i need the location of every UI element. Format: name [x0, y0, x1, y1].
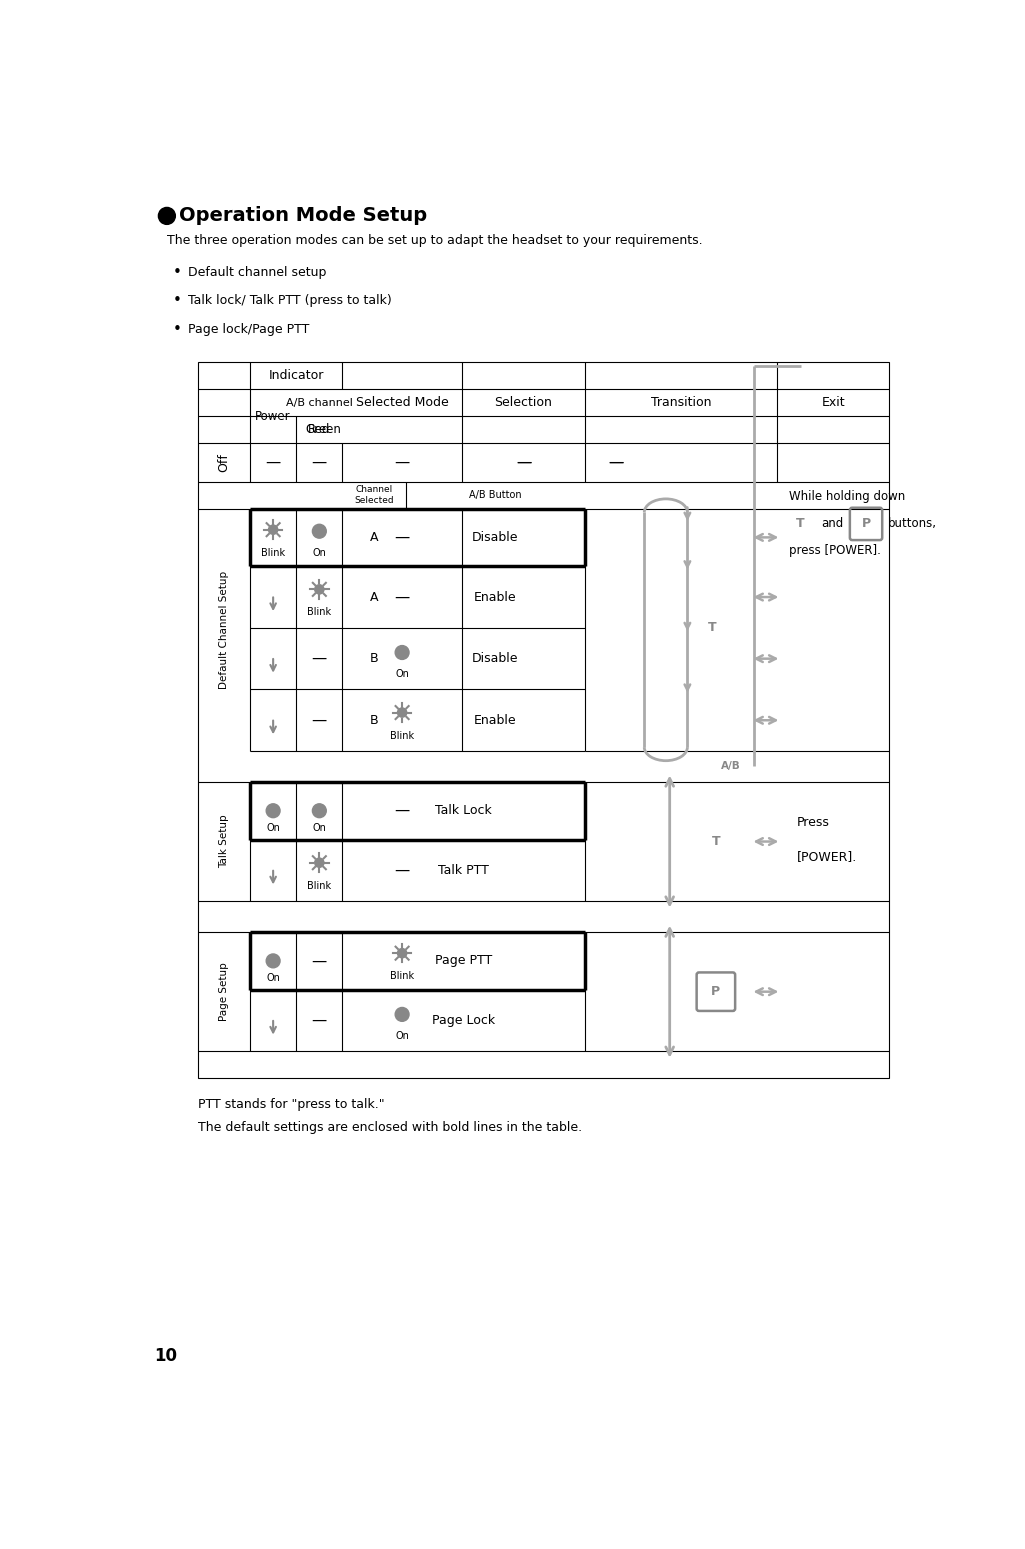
- Text: —: —: [516, 455, 531, 469]
- Text: Power: Power: [255, 409, 291, 423]
- Text: buttons,: buttons,: [888, 517, 937, 530]
- Text: —: —: [395, 804, 410, 818]
- Text: T: T: [707, 621, 716, 635]
- Text: A/B: A/B: [722, 762, 741, 771]
- Text: —: —: [265, 455, 281, 469]
- Text: Blink: Blink: [261, 548, 285, 558]
- Text: A/B Button: A/B Button: [469, 489, 522, 500]
- Text: •: •: [172, 322, 181, 336]
- Text: On: On: [396, 1032, 409, 1041]
- Text: On: On: [266, 973, 280, 982]
- Text: •: •: [172, 265, 181, 280]
- Text: Off: Off: [217, 452, 231, 472]
- Text: B: B: [370, 714, 378, 726]
- Text: Page Setup: Page Setup: [219, 962, 230, 1021]
- Text: Enable: Enable: [474, 714, 517, 726]
- Text: —: —: [312, 713, 327, 728]
- Text: Selected Mode: Selected Mode: [356, 397, 449, 409]
- Text: Blink: Blink: [391, 731, 414, 740]
- Text: P: P: [711, 985, 721, 998]
- Text: Blink: Blink: [308, 881, 331, 891]
- Text: A/B channel: A/B channel: [286, 398, 353, 407]
- Text: —: —: [395, 455, 410, 469]
- Text: PTT stands for "press to talk.": PTT stands for "press to talk.": [199, 1098, 385, 1111]
- Text: Red: Red: [309, 423, 330, 437]
- Text: —: —: [312, 651, 327, 666]
- Text: —: —: [312, 953, 327, 968]
- Text: On: On: [266, 823, 280, 833]
- Circle shape: [269, 525, 278, 534]
- Circle shape: [159, 208, 175, 225]
- Text: Blink: Blink: [308, 607, 331, 618]
- Text: 10: 10: [154, 1346, 176, 1365]
- Circle shape: [396, 646, 409, 660]
- Text: Transition: Transition: [651, 397, 711, 409]
- Text: Default channel setup: Default channel setup: [189, 265, 327, 279]
- Text: and: and: [821, 517, 844, 530]
- Text: Indicator: Indicator: [269, 369, 324, 383]
- Text: While holding down: While holding down: [789, 491, 905, 503]
- Circle shape: [315, 858, 324, 867]
- Circle shape: [266, 954, 280, 968]
- Text: —: —: [608, 455, 623, 469]
- Text: —: —: [395, 530, 410, 545]
- Text: [POWER].: [POWER].: [796, 850, 857, 863]
- Circle shape: [398, 708, 407, 717]
- Circle shape: [315, 584, 324, 593]
- Text: Operation Mode Setup: Operation Mode Setup: [179, 206, 427, 226]
- Text: Exit: Exit: [821, 397, 846, 409]
- Text: Channel
Selected: Channel Selected: [355, 485, 394, 505]
- Text: —: —: [312, 455, 327, 469]
- Text: A: A: [370, 531, 378, 544]
- Circle shape: [396, 1007, 409, 1021]
- Text: —: —: [312, 1013, 327, 1029]
- Text: On: On: [313, 823, 326, 833]
- Text: —: —: [516, 455, 531, 469]
- Text: Disable: Disable: [473, 531, 519, 544]
- Text: The default settings are enclosed with bold lines in the table.: The default settings are enclosed with b…: [199, 1120, 582, 1134]
- Text: Talk PTT: Talk PTT: [439, 864, 489, 877]
- Text: On: On: [313, 548, 326, 558]
- Text: —: —: [395, 590, 410, 604]
- Text: Page lock/Page PTT: Page lock/Page PTT: [189, 322, 310, 336]
- Circle shape: [313, 804, 326, 818]
- Text: Talk lock/ Talk PTT (press to talk): Talk lock/ Talk PTT (press to talk): [189, 294, 393, 307]
- Text: Page PTT: Page PTT: [435, 954, 492, 968]
- Text: •: •: [172, 293, 181, 308]
- Text: The three operation modes can be set up to adapt the headset to your requirement: The three operation modes can be set up …: [167, 234, 702, 246]
- Text: Talk Setup: Talk Setup: [219, 815, 230, 869]
- Text: Disable: Disable: [473, 652, 519, 665]
- Text: Selection: Selection: [494, 397, 552, 409]
- Text: Page Lock: Page Lock: [433, 1015, 495, 1027]
- Text: —: —: [395, 863, 410, 878]
- Text: P: P: [861, 517, 870, 530]
- Text: B: B: [370, 652, 378, 665]
- Text: Talk Lock: Talk Lock: [436, 804, 492, 818]
- Text: Default Channel Setup: Default Channel Setup: [219, 570, 230, 689]
- Text: press [POWER].: press [POWER].: [789, 544, 880, 558]
- Circle shape: [313, 524, 326, 538]
- Text: Enable: Enable: [474, 590, 517, 604]
- Text: T: T: [711, 835, 721, 847]
- Text: On: On: [396, 669, 409, 678]
- Circle shape: [398, 948, 407, 957]
- Text: T: T: [796, 517, 805, 530]
- Bar: [199, 362, 889, 1078]
- Text: —: —: [608, 455, 623, 469]
- Text: Press: Press: [796, 816, 829, 829]
- Circle shape: [266, 804, 280, 818]
- Text: A: A: [370, 590, 378, 604]
- Text: Blink: Blink: [391, 971, 414, 981]
- Text: Green: Green: [305, 423, 341, 437]
